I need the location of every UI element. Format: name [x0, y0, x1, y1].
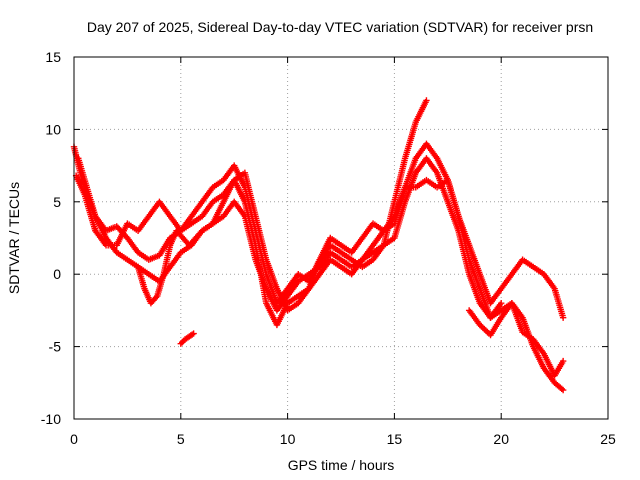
data-point [498, 299, 505, 307]
data-point [188, 331, 196, 338]
series-track-5 [177, 330, 197, 347]
data-marks [70, 97, 567, 394]
x-axis-label: GPS time / hours [288, 457, 395, 473]
x-tick-label: 5 [177, 431, 185, 447]
y-tick-label: -5 [49, 339, 62, 355]
data-point [559, 357, 567, 365]
series-track-3 [75, 155, 567, 394]
y-tick-label: 10 [45, 121, 61, 137]
x-axis-ticks: 0 5 10 15 20 25 [70, 57, 616, 447]
series-track-6 [465, 299, 567, 379]
x-tick-label: 10 [280, 431, 296, 447]
y-tick-label: 15 [45, 49, 61, 65]
x-tick-label: 25 [600, 431, 616, 447]
y-axis-ticks: -10 -5 0 5 10 15 [41, 49, 608, 427]
y-tick-label: 0 [53, 266, 61, 282]
grid-lines [74, 57, 608, 419]
y-tick-label: 5 [53, 194, 61, 210]
data-point [559, 386, 567, 394]
chart-title: Day 207 of 2025, Sidereal Day-to-day VTE… [87, 19, 593, 35]
plot-frame [73, 56, 609, 420]
data-point [559, 314, 567, 321]
data-point [558, 385, 565, 393]
y-tick-label: -10 [41, 411, 61, 427]
x-tick-label: 0 [70, 431, 78, 447]
y-axis-label: SDTVAR / TECUs [6, 182, 22, 294]
x-tick-label: 20 [493, 431, 509, 447]
series-track-4 [134, 140, 567, 321]
data-point [423, 97, 430, 104]
data-point [190, 330, 197, 337]
x-tick-label: 15 [387, 431, 403, 447]
